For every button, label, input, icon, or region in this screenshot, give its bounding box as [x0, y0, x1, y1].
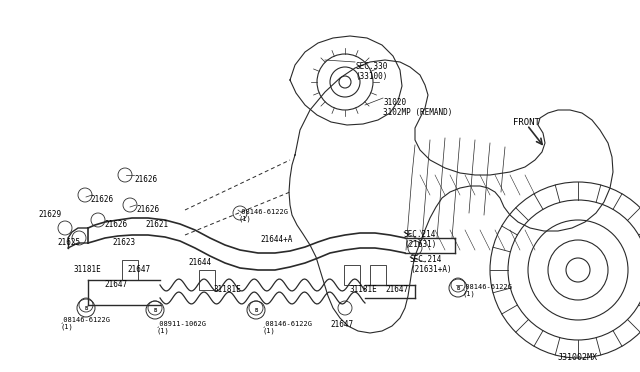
- Text: 31020
3102MP (REMAND): 31020 3102MP (REMAND): [383, 98, 452, 118]
- Text: 21647: 21647: [385, 285, 408, 294]
- Text: SEC.214
(21631+A): SEC.214 (21631+A): [410, 255, 452, 275]
- Text: 21621: 21621: [145, 220, 168, 229]
- Text: 21626: 21626: [134, 175, 157, 184]
- Text: 21623: 21623: [112, 238, 135, 247]
- Text: 31181E: 31181E: [213, 285, 241, 294]
- Text: 21647: 21647: [127, 265, 150, 274]
- Text: B: B: [254, 308, 258, 312]
- Text: J31002MX: J31002MX: [558, 353, 598, 362]
- Text: B: B: [84, 305, 88, 311]
- Bar: [122, 260, 138, 280]
- Text: 21629: 21629: [38, 210, 61, 219]
- Text: 31181E: 31181E: [73, 265, 100, 274]
- Text: ¸08911-1062G
(1): ¸08911-1062G (1): [156, 320, 207, 334]
- Text: B: B: [154, 308, 157, 312]
- Text: 21626: 21626: [90, 195, 113, 204]
- Text: FRONT: FRONT: [513, 118, 540, 127]
- Text: 21647: 21647: [330, 320, 353, 329]
- Text: SEC.214
(21631): SEC.214 (21631): [404, 230, 436, 249]
- Text: ¸08146-6122G
(1): ¸08146-6122G (1): [60, 316, 111, 330]
- Text: 31181E: 31181E: [349, 285, 377, 294]
- Text: ¸08146-6122G
(1): ¸08146-6122G (1): [238, 208, 289, 222]
- Text: 21644: 21644: [188, 258, 211, 267]
- Text: 21626: 21626: [104, 220, 127, 229]
- Text: ¸08146-6122G
(1): ¸08146-6122G (1): [462, 283, 513, 297]
- Text: SEC.330
(33100): SEC.330 (33100): [355, 62, 387, 81]
- Text: 21626: 21626: [136, 205, 159, 214]
- Text: 21625: 21625: [57, 238, 80, 247]
- Bar: [344, 265, 360, 285]
- Bar: [199, 270, 215, 290]
- Bar: [370, 265, 386, 285]
- Text: 21644+A: 21644+A: [260, 235, 292, 244]
- Text: ¸08146-6122G
(1): ¸08146-6122G (1): [262, 320, 313, 334]
- Text: B: B: [456, 285, 460, 291]
- Text: 21647: 21647: [104, 280, 127, 289]
